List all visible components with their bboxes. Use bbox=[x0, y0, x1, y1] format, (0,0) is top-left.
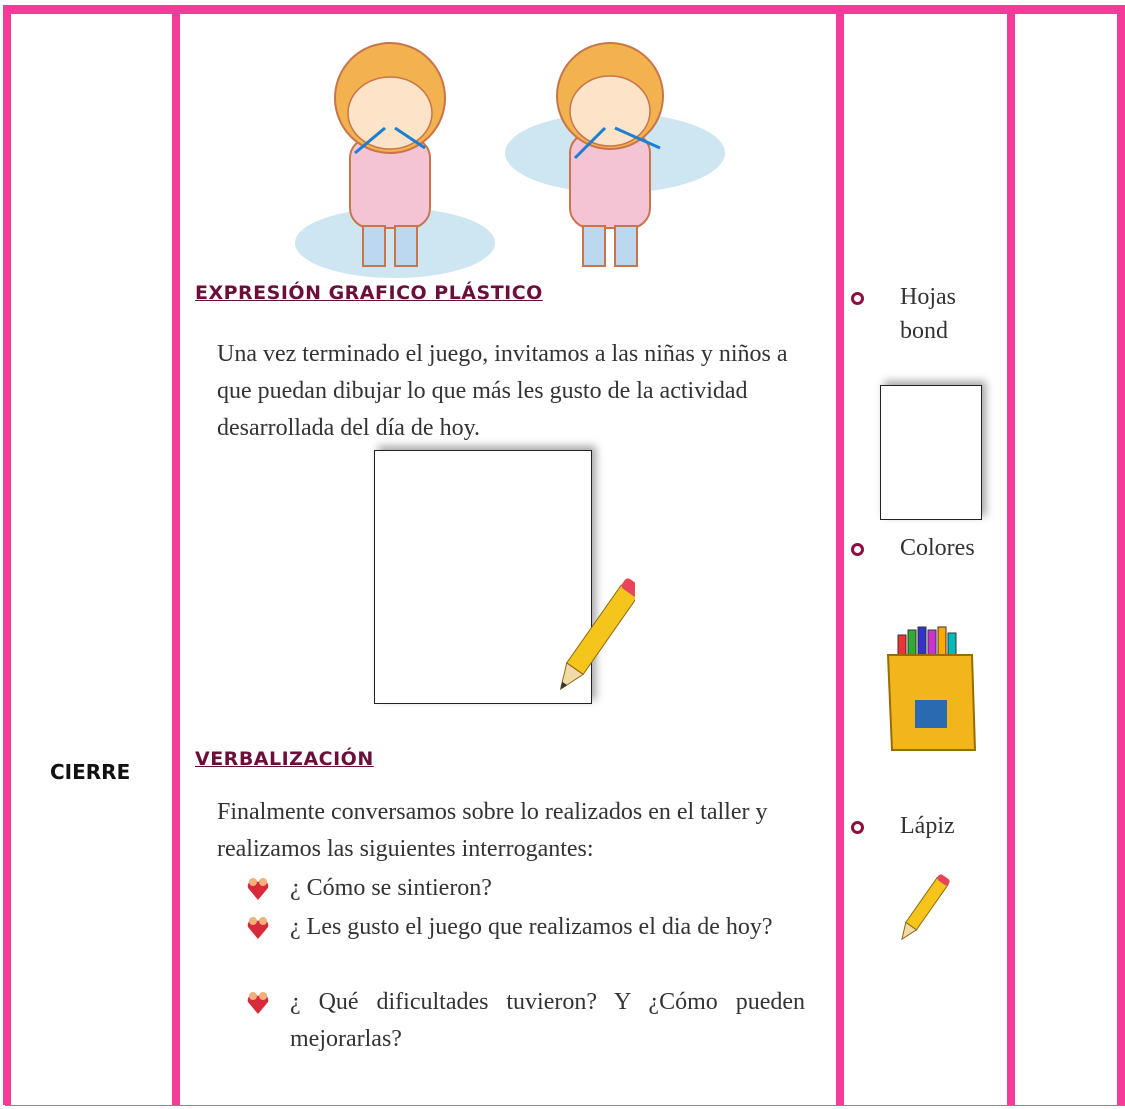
column-border bbox=[1007, 5, 1015, 1105]
list-marker bbox=[851, 543, 864, 556]
colored-pencils-icon bbox=[886, 626, 977, 751]
question: ¿ Cómo se sintieron? bbox=[290, 875, 492, 901]
pencil-icon bbox=[901, 874, 950, 941]
column-border bbox=[3, 5, 11, 1105]
bottom-border bbox=[5, 1105, 1125, 1106]
question: ¿ Les gusto el juego que realizamos el d… bbox=[290, 914, 773, 940]
pencil-icon bbox=[559, 578, 635, 691]
paragraph: Una vez terminado el juego, invitamos a … bbox=[217, 341, 788, 441]
section-heading: VERBALIZACIÓN bbox=[195, 748, 374, 770]
bullet-icon bbox=[247, 878, 269, 900]
question: ¿ Qué dificultades tuvieron? Y ¿Cómo pue… bbox=[290, 989, 805, 1052]
material-item: Colores bbox=[900, 535, 975, 561]
paper-sheet bbox=[880, 385, 982, 520]
material-item: Hojas bond bbox=[900, 284, 956, 344]
list-marker bbox=[851, 292, 864, 305]
bullet-icon bbox=[247, 992, 269, 1014]
column-border bbox=[1117, 5, 1125, 1105]
top-border bbox=[5, 5, 1125, 14]
material-item: Lápiz bbox=[900, 813, 955, 839]
column-border bbox=[172, 5, 180, 1105]
paper-sheet bbox=[374, 450, 592, 704]
list-marker bbox=[851, 821, 864, 834]
section-heading: EXPRESIÓN GRAFICO PLÁSTICO bbox=[195, 282, 543, 304]
stage-label: CIERRE bbox=[50, 760, 131, 784]
bullet-icon bbox=[247, 917, 269, 939]
column-border bbox=[836, 5, 844, 1105]
paragraph: Finalmente conversamos sobre lo realizad… bbox=[217, 799, 768, 862]
breathing-children-illustration bbox=[295, 42, 725, 278]
